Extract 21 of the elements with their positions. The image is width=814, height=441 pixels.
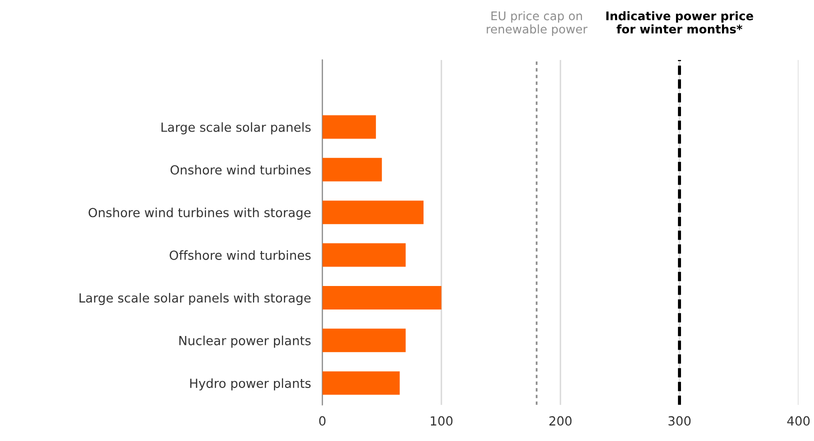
bar [322,158,382,182]
x-tick-label: 200 [549,416,572,426]
bar [322,115,376,139]
bar [322,371,400,395]
y-tick-label: Nuclear power plants [179,336,311,348]
y-tick-label: Large scale solar panels [162,122,311,134]
x-tick-label: 300 [668,416,691,426]
bar [322,328,406,352]
x-tick-label: 400 [787,416,810,426]
y-tick-label: Large scale solar panels with storage [80,292,311,306]
y-tick-label: Onshore wind turbines [170,164,311,175]
y-tick-label: Offshore wind turbines [170,250,311,260]
ref-line-label: Indicative power price for winter months* [606,11,754,34]
bar [322,200,424,224]
bar [322,286,442,310]
bar [322,243,406,267]
y-tick-label: Onshore wind turbines with storage [88,208,311,220]
x-tick-label: 0 [319,416,326,426]
x-tick-label: 100 [430,416,452,426]
y-tick-label: Hydro power plants [190,378,311,390]
ref-line-label: EU price cap on renewable power [486,11,588,36]
